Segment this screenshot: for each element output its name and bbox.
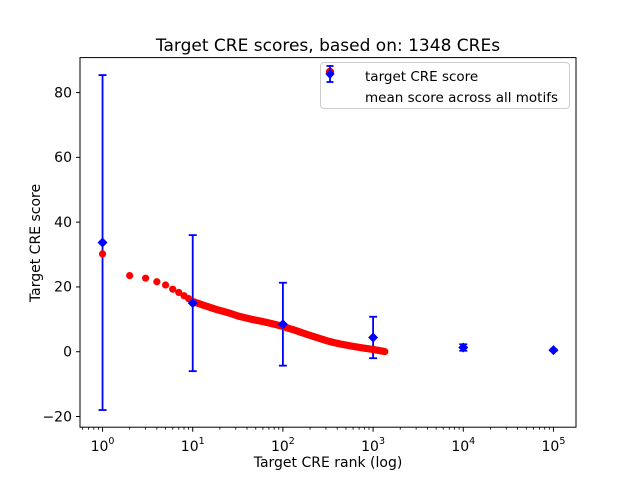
mean-diamond bbox=[97, 237, 108, 248]
x-tick-label: 103 bbox=[361, 436, 385, 455]
y-tick-label: 0 bbox=[63, 345, 72, 361]
red-point bbox=[126, 272, 134, 280]
legend-label: mean score across all motifs bbox=[365, 89, 559, 106]
legend-item-target-cre-score: target CRE score bbox=[321, 66, 569, 87]
red-point bbox=[141, 274, 150, 282]
mean-diamond bbox=[187, 298, 198, 309]
red-point bbox=[175, 288, 183, 297]
x-tick-label: 105 bbox=[542, 436, 566, 455]
mean-diamond bbox=[458, 342, 469, 353]
x-tick-label: 102 bbox=[271, 436, 295, 455]
chart-title: Target CRE scores, based on: 1348 CREs bbox=[155, 36, 501, 56]
mean-diamond bbox=[368, 332, 379, 343]
red-point bbox=[98, 250, 107, 258]
y-tick-label: 40 bbox=[54, 215, 72, 231]
red-point bbox=[381, 347, 389, 356]
red-point bbox=[169, 285, 177, 293]
y-tick-label: 80 bbox=[54, 85, 72, 101]
x-tick-label: 104 bbox=[451, 436, 475, 455]
x-axis-label: Target CRE rank (log) bbox=[253, 455, 403, 471]
y-tick-label: −20 bbox=[42, 409, 72, 425]
x-tick-label: 101 bbox=[181, 436, 205, 455]
y-axis-label: Target CRE score bbox=[28, 183, 44, 303]
legend-label: target CRE score bbox=[365, 68, 479, 85]
red-point bbox=[161, 281, 170, 289]
axes-frame bbox=[79, 57, 577, 428]
y-tick-label: 20 bbox=[54, 280, 72, 296]
mean-diamond bbox=[548, 345, 559, 356]
mean-diamond bbox=[277, 319, 288, 330]
x-tick-label: 100 bbox=[91, 436, 115, 455]
legend: target CRE score mean score across all m… bbox=[320, 62, 570, 109]
y-tick-label: 60 bbox=[54, 150, 72, 166]
legend-item-mean-score: mean score across all motifs bbox=[321, 65, 569, 108]
red-point bbox=[153, 278, 161, 286]
